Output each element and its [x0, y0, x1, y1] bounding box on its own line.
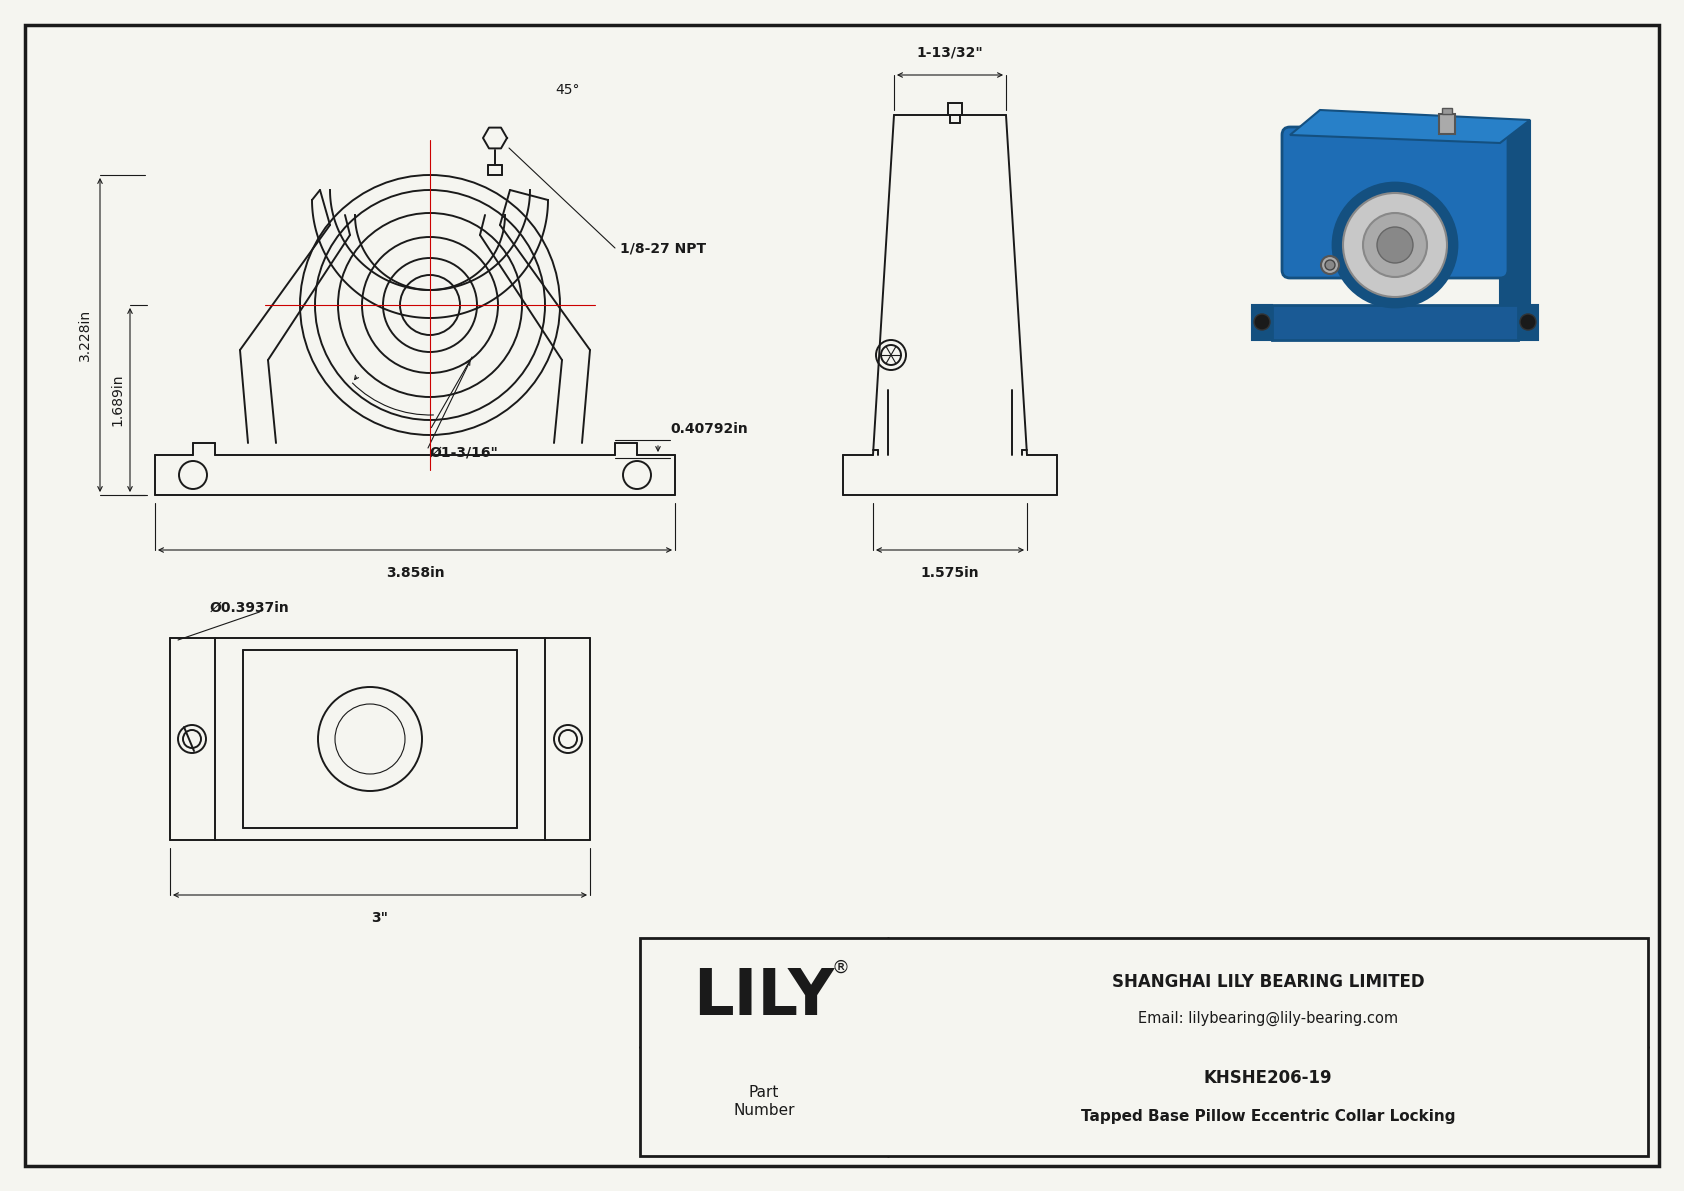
- Text: Email: lilybearing@lily-bearing.com: Email: lilybearing@lily-bearing.com: [1138, 1011, 1398, 1027]
- Bar: [1440, 114, 1455, 135]
- Text: 1.689in: 1.689in: [109, 374, 125, 426]
- Polygon shape: [1290, 110, 1531, 143]
- Text: 3": 3": [372, 911, 389, 925]
- Text: KHSHE206-19: KHSHE206-19: [1204, 1068, 1332, 1086]
- Text: 1-13/32": 1-13/32": [916, 45, 983, 60]
- Bar: [1271, 305, 1517, 339]
- Circle shape: [1255, 314, 1270, 330]
- Bar: [640, 939, 1649, 1156]
- Text: 0.40792in: 0.40792in: [670, 422, 748, 436]
- Circle shape: [1362, 213, 1426, 278]
- Text: 1.575in: 1.575in: [921, 566, 980, 580]
- Text: Ø1-3/16": Ø1-3/16": [429, 445, 498, 459]
- Bar: [1442, 108, 1452, 114]
- Text: 45°: 45°: [556, 83, 579, 96]
- Text: 3.858in: 3.858in: [386, 566, 445, 580]
- Text: ®: ®: [830, 959, 849, 977]
- Circle shape: [1325, 260, 1335, 270]
- Circle shape: [1334, 183, 1457, 307]
- Text: 3.228in: 3.228in: [77, 308, 93, 361]
- Text: LILY: LILY: [694, 966, 835, 1028]
- Text: Tapped Base Pillow Eccentric Collar Locking: Tapped Base Pillow Eccentric Collar Lock…: [1081, 1109, 1455, 1124]
- Text: Part
Number: Part Number: [733, 1085, 795, 1117]
- Circle shape: [1344, 193, 1447, 297]
- Circle shape: [1320, 256, 1339, 274]
- Bar: [1251, 305, 1271, 339]
- Circle shape: [1521, 314, 1536, 330]
- Bar: [948, 102, 962, 116]
- Polygon shape: [1500, 120, 1531, 339]
- Bar: [1517, 305, 1537, 339]
- FancyBboxPatch shape: [1282, 127, 1507, 278]
- Text: Ø0.3937in: Ø0.3937in: [210, 601, 290, 615]
- Text: 1/8-27 NPT: 1/8-27 NPT: [620, 241, 706, 255]
- Text: SHANGHAI LILY BEARING LIMITED: SHANGHAI LILY BEARING LIMITED: [1111, 973, 1425, 991]
- Circle shape: [1378, 227, 1413, 263]
